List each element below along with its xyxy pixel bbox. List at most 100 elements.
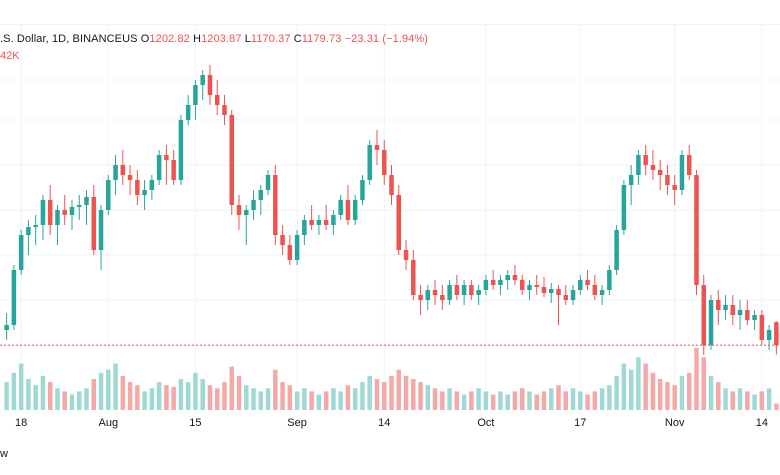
ohlc-legend: .S. Dollar, 1D, BINANCEUS O1202.82 H1203… xyxy=(0,33,428,45)
volume-bar xyxy=(258,391,264,410)
candle-body xyxy=(244,210,249,215)
candle-body xyxy=(686,155,692,175)
candle-body xyxy=(505,275,510,280)
volume-bar xyxy=(4,382,9,410)
volume-bar xyxy=(527,391,532,410)
volume-bar xyxy=(214,388,220,410)
candle-body xyxy=(701,285,707,345)
volume-bar xyxy=(280,382,285,410)
volume-bar xyxy=(207,385,213,410)
volume-bar xyxy=(178,379,184,410)
volume-bar xyxy=(476,388,481,410)
volume-bar xyxy=(76,391,82,410)
candle-body xyxy=(214,95,220,105)
candle-body xyxy=(273,175,278,235)
candle-body xyxy=(425,290,431,300)
candle-body xyxy=(454,285,460,295)
candle-body xyxy=(113,165,118,180)
low-value: 1170.37 xyxy=(250,33,291,45)
candle-body xyxy=(578,280,583,290)
candle-body xyxy=(302,220,307,235)
volume-bar xyxy=(766,388,772,410)
candle-body xyxy=(440,295,445,300)
volume-bar xyxy=(352,388,358,410)
volume-bar xyxy=(236,375,242,410)
volume-bar xyxy=(11,372,17,410)
volume-bar xyxy=(716,382,721,410)
volume-bar xyxy=(222,382,227,410)
volume-bar xyxy=(701,357,707,410)
candle-body xyxy=(331,215,336,225)
candle-body xyxy=(323,220,329,225)
volume-bar xyxy=(432,388,438,410)
low-label: L xyxy=(244,33,251,45)
x-tick-label: 15 xyxy=(189,417,202,429)
candle-body xyxy=(607,270,612,290)
candle-body xyxy=(636,155,641,175)
high-label: H xyxy=(193,33,202,45)
volume-bar xyxy=(47,382,53,410)
candles xyxy=(4,65,779,355)
x-tick-label: 18 xyxy=(15,417,28,429)
candle-body xyxy=(752,315,757,320)
volume-bar xyxy=(229,366,234,410)
volume-bar xyxy=(185,382,191,410)
candle-body xyxy=(614,230,619,270)
volume-bar xyxy=(302,388,307,410)
x-tick-label: 14 xyxy=(378,417,391,429)
candle-body xyxy=(498,280,503,285)
candle-body xyxy=(367,145,372,180)
candle-body xyxy=(338,200,343,215)
candle-body xyxy=(185,105,191,120)
volume-bar xyxy=(737,388,743,410)
volume-bar xyxy=(628,369,634,410)
volume-bar xyxy=(657,379,663,410)
open-value: 1202.82 xyxy=(149,33,190,45)
candle-body xyxy=(483,280,489,290)
volume-bar xyxy=(323,391,329,410)
candle-body xyxy=(447,285,452,300)
volume-bar xyxy=(461,394,467,410)
volume-bar xyxy=(294,391,300,410)
candle-body xyxy=(432,290,438,295)
volume-bar xyxy=(273,369,278,410)
candle-body xyxy=(106,180,111,210)
volume-bar xyxy=(62,391,67,410)
volume-value: 42K xyxy=(0,50,20,62)
candle-body xyxy=(149,180,155,190)
volume-bar xyxy=(774,403,779,410)
candle-body xyxy=(469,285,474,295)
candle-body xyxy=(563,295,569,300)
open-label: O xyxy=(140,33,150,45)
candle-body xyxy=(556,289,561,295)
candle-body xyxy=(403,250,409,260)
candle-body xyxy=(774,322,779,346)
volume-bar xyxy=(679,375,685,410)
volume-bar xyxy=(127,382,133,410)
volume-bar xyxy=(135,385,140,410)
volume-legend: 42K xyxy=(0,50,20,62)
volume-bar xyxy=(91,379,97,410)
volume-bar xyxy=(614,375,619,410)
volume-bar xyxy=(374,379,380,410)
candle-body xyxy=(316,220,322,225)
volume-bar xyxy=(265,388,271,410)
volume-bar xyxy=(483,391,489,410)
x-tick-label: Sep xyxy=(287,417,307,429)
candle-body xyxy=(142,190,147,195)
volume-bar xyxy=(694,348,699,410)
volume-bar xyxy=(331,388,336,410)
candle-body xyxy=(360,180,365,200)
volume-bar xyxy=(585,394,590,410)
candle-body xyxy=(534,285,539,287)
volume-bar xyxy=(730,391,736,410)
candle-body xyxy=(345,200,351,220)
volume-bar xyxy=(381,382,387,410)
candle-body xyxy=(519,280,525,290)
x-tick-label: Aug xyxy=(98,417,119,429)
candle-body xyxy=(171,160,176,180)
candle-body xyxy=(679,155,685,190)
candle-body xyxy=(4,325,9,330)
